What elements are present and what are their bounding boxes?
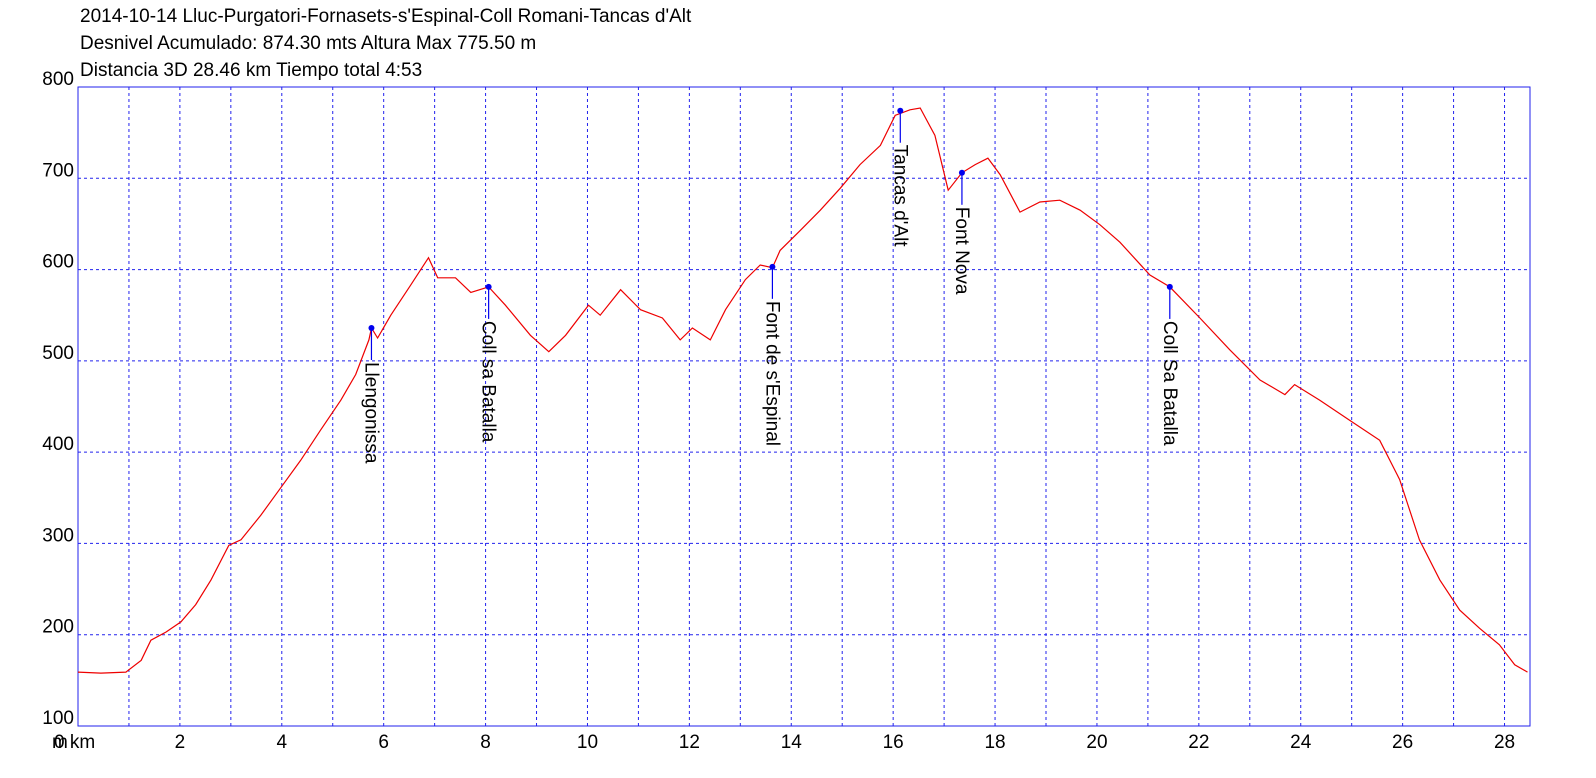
waypoint-label: Font Nova bbox=[951, 207, 972, 295]
x-tick-label: 12 bbox=[679, 732, 700, 753]
y-unit: m bbox=[52, 732, 68, 753]
x-tick-label: 8 bbox=[480, 732, 491, 753]
chart-subtitle: Desnivel Acumulado: 874.30 mts Altura Ma… bbox=[80, 33, 536, 54]
chart-title: 2014-10-14 Lluc-Purgatori-Fornasets-s'Es… bbox=[80, 6, 692, 27]
chart-subtitle: Distancia 3D 28.46 km Tiempo total 4:53 bbox=[80, 60, 422, 81]
x-tick-label: 0 km bbox=[54, 732, 95, 753]
waypoint-marker bbox=[769, 263, 776, 270]
y-tick-label: 500 bbox=[42, 343, 74, 364]
waypoint-label: Font de s'Espinal bbox=[761, 301, 782, 446]
elevation-line bbox=[77, 107, 1528, 674]
x-tick-label: 6 bbox=[378, 732, 389, 753]
waypoint-label: Coll sa Batalla bbox=[478, 321, 499, 443]
y-tick-label: 400 bbox=[42, 434, 74, 455]
x-tick-label: 2 bbox=[175, 732, 186, 753]
x-tick-label: 14 bbox=[781, 732, 803, 753]
x-tick-label: 4 bbox=[277, 732, 288, 753]
waypoint-label: Coll Sa Batalla bbox=[1159, 321, 1180, 446]
x-tick-label: 18 bbox=[984, 732, 1005, 753]
x-tick-label: 10 bbox=[577, 732, 598, 753]
x-tick-label: 28 bbox=[1494, 732, 1515, 753]
x-tick-label: 20 bbox=[1086, 732, 1107, 753]
waypoint-marker bbox=[1166, 283, 1173, 290]
y-tick-label: 800 bbox=[42, 69, 74, 90]
waypoint-marker bbox=[485, 283, 492, 290]
waypoint-label: Tancas d'Alt bbox=[889, 145, 910, 248]
x-tick-label: 16 bbox=[883, 732, 904, 753]
y-tick-label: 300 bbox=[42, 525, 74, 546]
waypoint-marker bbox=[897, 107, 904, 114]
waypoint-marker bbox=[368, 324, 375, 331]
x-tick-label: 26 bbox=[1392, 732, 1413, 753]
y-tick-label: 700 bbox=[42, 160, 74, 181]
waypoint-marker bbox=[958, 169, 965, 176]
y-tick-label: 600 bbox=[42, 252, 74, 273]
waypoint-label: Llengonissa bbox=[360, 362, 381, 464]
x-tick-label: 24 bbox=[1290, 732, 1312, 753]
y-tick-label: 200 bbox=[42, 617, 74, 638]
plot-frame bbox=[77, 86, 1531, 727]
x-tick-label: 22 bbox=[1188, 732, 1209, 753]
y-tick-label: 100 bbox=[42, 708, 74, 729]
